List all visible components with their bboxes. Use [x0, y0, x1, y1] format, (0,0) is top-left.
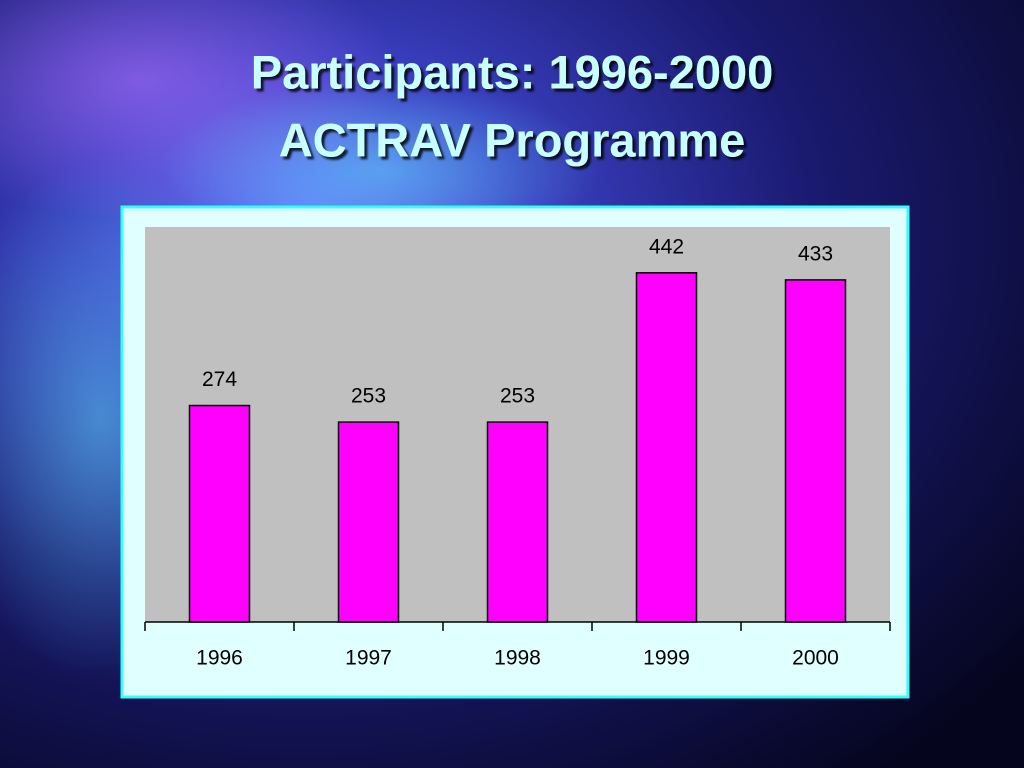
value-label: 433: [798, 242, 833, 265]
bar: [337, 421, 400, 623]
x-tick-label: 1999: [643, 647, 690, 670]
x-tick-label: 1997: [345, 647, 392, 670]
value-label: 253: [351, 385, 386, 408]
value-label: 274: [202, 368, 237, 391]
chart-subtitle: ACTRAV Programme: [279, 113, 746, 166]
bar: [188, 404, 251, 623]
bar: [784, 279, 847, 623]
chart-title: Participants: 1996-2000: [251, 45, 774, 98]
x-tick-label: 1996: [196, 647, 243, 670]
bar: [486, 421, 549, 623]
value-label: 442: [649, 235, 684, 258]
bar: [635, 272, 698, 623]
x-tick-label: 1998: [494, 647, 541, 670]
value-label: 253: [500, 385, 535, 408]
x-tick-label: 2000: [792, 647, 839, 670]
